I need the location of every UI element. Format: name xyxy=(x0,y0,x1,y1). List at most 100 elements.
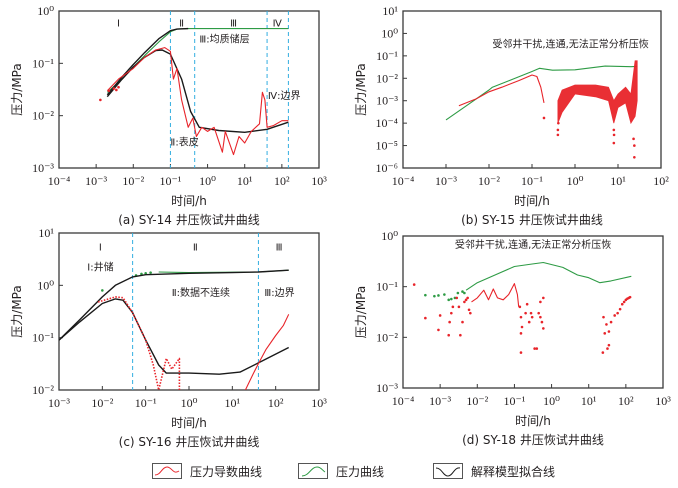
series-pressure-point xyxy=(463,291,466,295)
series-derivative-point xyxy=(539,315,542,319)
x-tick-label: 10¹ xyxy=(237,174,253,188)
series-derivative-point xyxy=(518,305,522,309)
y-tick-label: 10⁻² xyxy=(32,383,54,397)
plot-area xyxy=(412,261,632,354)
series-derivative-point xyxy=(424,316,427,320)
y-tick-label: 10⁻³ xyxy=(32,161,54,175)
plot-area xyxy=(99,11,289,168)
series-derivative-point xyxy=(529,311,533,315)
plot-frame xyxy=(58,10,320,169)
series-derivative-point xyxy=(524,311,527,315)
x-tick-label: 10⁻² xyxy=(91,396,113,410)
y-tick-label: 10⁻⁵ xyxy=(375,139,398,153)
y-tick-label: 10¹ xyxy=(38,226,54,240)
x-tick-label: 10⁻² xyxy=(466,394,488,408)
x-axis-label: 时间/h xyxy=(514,194,550,208)
x-axis-label: 时间/h xyxy=(171,416,207,430)
plot-frame xyxy=(58,232,320,391)
y-tick-label: 10⁰ xyxy=(37,4,54,18)
series-derivative-point xyxy=(602,315,605,319)
series-derivative-point xyxy=(620,302,624,306)
y-tick-label: 10⁻³ xyxy=(376,381,398,395)
series-pressure-point xyxy=(450,297,453,301)
series-derivative-point xyxy=(437,328,440,332)
series-derivative-point xyxy=(605,323,608,326)
series-pressure-point xyxy=(437,294,440,297)
region-label: Ⅲ xyxy=(230,19,237,30)
series-derivative-point xyxy=(601,351,605,354)
series-derivative-point xyxy=(438,314,442,317)
legend: 压力导数曲线 压力曲线 解释模型拟合线 xyxy=(0,460,678,484)
plot-area xyxy=(59,233,290,390)
series-derivative-point xyxy=(527,320,531,324)
y-tick-label: 10⁻¹ xyxy=(376,49,398,63)
series-derivative-point xyxy=(556,128,560,132)
series-model-line xyxy=(106,27,189,96)
series-derivative-point xyxy=(519,332,523,335)
region-label: Ⅰ xyxy=(99,243,102,254)
series-derivative-line xyxy=(471,283,520,307)
y-tick-label: 10⁻² xyxy=(376,330,398,344)
series-pressure-point xyxy=(453,296,457,300)
series-model-line xyxy=(106,49,289,133)
series-derivative-line xyxy=(106,47,289,156)
annotation: Ⅰ:井储 xyxy=(87,260,113,273)
y-tick-label: 10⁻³ xyxy=(376,94,398,108)
series-pressure-point xyxy=(461,290,464,293)
chart-a: 10⁻⁴ 10⁻³ 10⁻² 10⁻¹ 10⁰ 10¹ 10² 10³10⁻³10⁻²10⁻¹… xyxy=(10,4,327,227)
series-pressure-point xyxy=(144,271,147,275)
plot-frame xyxy=(402,235,664,389)
series-derivative-point xyxy=(540,320,544,324)
chart-b: 10⁻⁴ 10⁻³ 10⁻² 10⁻¹ 10⁰ 10¹ 10² 10⁻⁶ 10⁻⁵ 10⁻⁴ 10⁻… xyxy=(354,4,669,227)
x-axis-label: 时间/h xyxy=(515,414,551,428)
legend-label-pressure: 压力曲线 xyxy=(336,464,385,479)
y-tick-label: 10⁻² xyxy=(376,71,398,85)
annotation: Ⅳ:边界 xyxy=(268,90,301,102)
series-derivative-point xyxy=(557,121,560,125)
chart-d: 10⁻⁴ 10⁻³ 10⁻² 10⁻¹ 10⁰ 10¹ 10² 10³10⁻³10⁻²10⁻¹… xyxy=(354,229,671,447)
region-label: Ⅲ xyxy=(276,243,283,254)
series-derivative-point xyxy=(115,88,118,92)
series-derivative-point xyxy=(450,311,453,315)
series-derivative-point xyxy=(461,320,464,324)
region-label: Ⅳ xyxy=(273,19,283,30)
series-derivative-point xyxy=(606,347,609,350)
x-tick-label: 10³ xyxy=(311,174,327,188)
y-axis-label: 压力/MPa xyxy=(10,63,24,115)
series-pressure-point xyxy=(447,298,451,302)
series-derivative-point xyxy=(533,347,536,350)
x-tick-label: 10⁻¹ xyxy=(135,396,157,410)
series-derivative-point xyxy=(107,89,111,92)
annotation: Ⅲ:边界 xyxy=(264,287,294,299)
x-axis-label: 时间/h xyxy=(171,194,207,208)
series-derivative-point xyxy=(412,283,416,286)
series-derivative-point xyxy=(612,133,616,137)
series-derivative-point xyxy=(117,85,120,89)
x-tick-label: 10⁰ xyxy=(181,396,198,410)
y-axis-label: 压力/MPa xyxy=(354,63,368,115)
series-derivative-point xyxy=(525,302,529,306)
x-tick-label: 10⁻⁴ xyxy=(392,394,415,408)
series-pressure-line xyxy=(106,28,289,93)
series-pressure-point xyxy=(433,294,436,298)
y-axis-label: 压力/MPa xyxy=(10,285,24,337)
series-derivative-point xyxy=(463,300,466,304)
series-derivative-point xyxy=(455,296,459,300)
series-derivative-point xyxy=(633,144,636,147)
series-derivative-point xyxy=(530,315,534,319)
series-derivative-point xyxy=(616,311,619,315)
x-tick-label: 10⁰ xyxy=(199,174,216,188)
series-derivative-point xyxy=(612,141,616,145)
x-tick-label: 10¹ xyxy=(610,174,626,188)
series-derivative-point xyxy=(535,347,539,350)
legend-item-pressure: 压力曲线 xyxy=(298,460,384,482)
legend-label-derivative: 压力导数曲线 xyxy=(190,464,263,479)
y-tick-label: 10¹ xyxy=(382,4,398,18)
region-label: Ⅱ xyxy=(193,243,198,254)
series-derivative-point xyxy=(622,300,626,304)
x-tick-label: 10⁻² xyxy=(122,174,144,188)
series-derivative-point xyxy=(447,333,451,337)
legend-item-model: 解释模型拟合线 xyxy=(433,460,555,482)
series-derivative-point xyxy=(466,296,469,300)
series-pressure-point xyxy=(149,271,152,274)
